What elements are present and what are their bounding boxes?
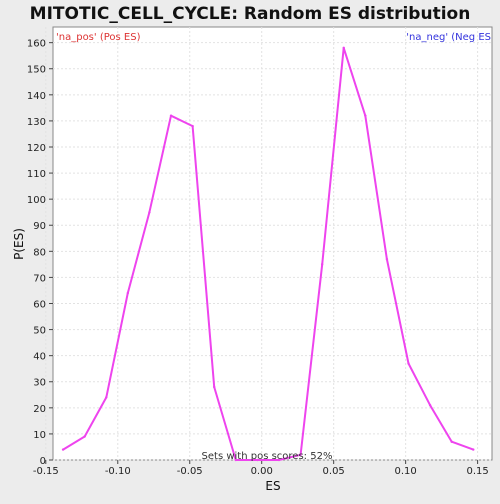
x-axis-label: ES [265,479,280,493]
y-tick-label: 150 [27,65,46,76]
x-tick-label: 0.05 [323,466,345,477]
y-tick-label: 90 [33,221,46,232]
y-axis: 0 10 20 30 40 50 60 70 80 90 100 110 120 130 140 150 160 [27,39,53,467]
data-point [472,448,475,451]
data-point [342,46,345,50]
data-point [105,396,108,399]
y-tick-label: 20 [33,404,46,415]
y-tick-label: 70 [33,273,46,284]
y-tick-label: 120 [27,143,46,154]
data-point [256,458,259,462]
y-tick-label: 10 [33,430,46,441]
y-tick-label: 0 [40,456,46,467]
y-axis-label: P(ES) [12,228,26,260]
legend-neg-label: 'na_neg' (Neg ES [406,32,491,43]
y-tick-label: 30 [33,378,46,389]
data-point [126,291,130,295]
x-tick-label: -0.15 [33,466,59,477]
data-point [234,458,237,462]
data-point [364,114,367,117]
legend-pos-label: 'na_pos' (Pos ES) [56,32,141,43]
y-tick-label: 140 [27,91,46,102]
data-point [428,404,432,407]
y-tick-label: 110 [27,169,46,180]
data-point [407,362,410,365]
data-point [385,257,389,261]
series-points [61,46,475,462]
y-tick-label: 40 [33,352,46,363]
data-point [191,124,194,128]
grid-lines [45,27,492,461]
data-point [83,435,86,438]
plot-area [52,26,493,461]
y-tick-label: 80 [33,247,46,258]
pos-scores-annotation: Sets with pos scores: 52% [202,451,333,462]
data-point [61,448,65,451]
y-tick-label: 50 [33,326,46,337]
data-point [450,440,453,443]
y-tick-label: 60 [33,299,46,310]
data-point [169,114,173,117]
series-line [62,46,474,461]
x-tick-label: -0.05 [177,466,203,477]
data-point [320,263,324,266]
x-tick-label: 0.10 [395,466,417,477]
y-tick-label: 130 [27,117,46,128]
x-tick-label: -0.10 [105,466,131,477]
x-tick-label: 0.00 [251,466,273,477]
data-point [213,385,216,389]
y-tick-label: 100 [27,195,46,206]
x-tick-label: 0.15 [466,466,488,477]
data-point [299,453,302,456]
data-point [148,210,151,214]
y-tick-label: 160 [27,39,46,50]
x-axis: -0.15 -0.10 -0.05 0.00 0.05 0.10 0.15 [33,460,489,477]
data-point [277,458,281,462]
chart-title: MITOTIC_CELL_CYCLE: Random ES distributi… [30,4,471,24]
